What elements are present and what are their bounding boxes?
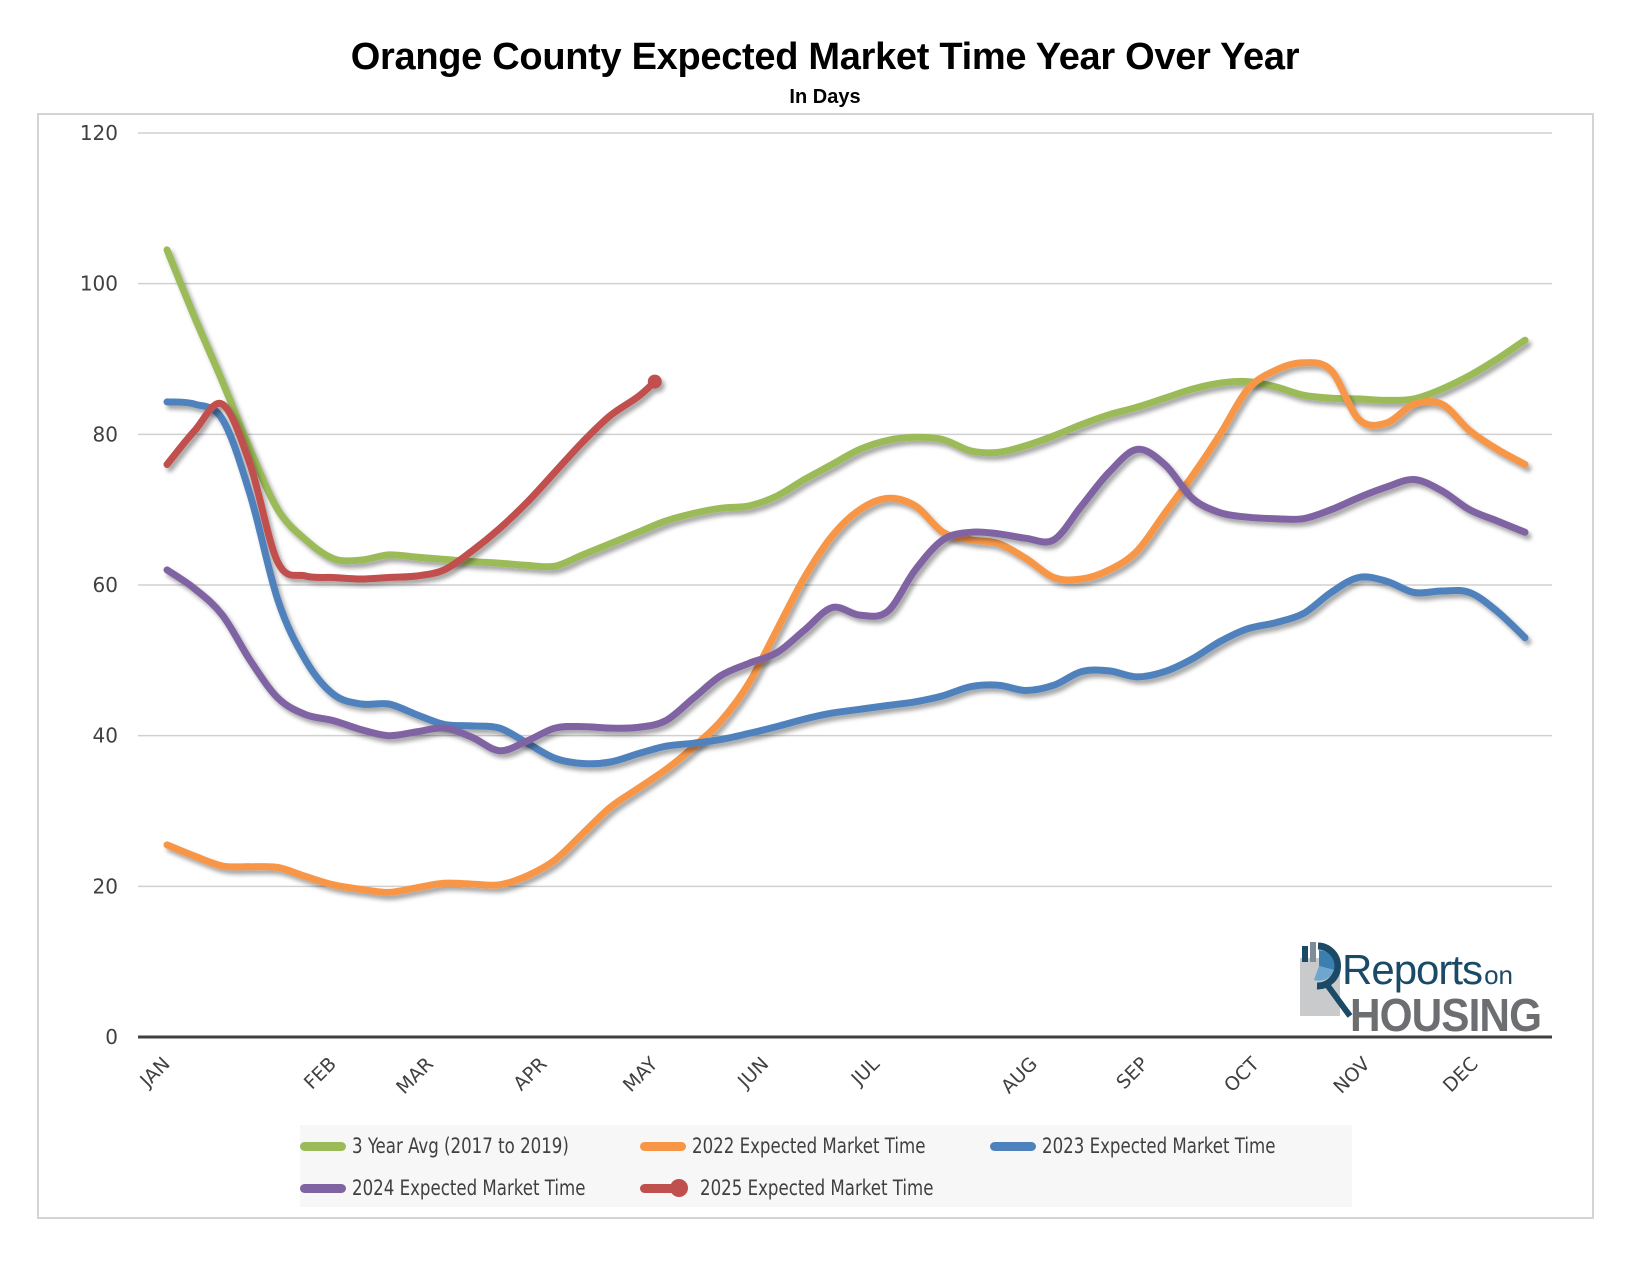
chart-title: Orange County Expected Market Time Year … <box>350 36 1300 78</box>
legend-swatch-icon <box>640 1178 688 1197</box>
legend-marker-icon <box>670 1178 688 1197</box>
legend-item[interactable]: 2024 Expected Market Time <box>300 1170 617 1206</box>
logo-text-housing: HOUSING <box>1350 989 1542 1041</box>
series-line <box>163 398 1529 768</box>
reports-on-housing-logo: Reportson HOUSING <box>1300 940 1575 1041</box>
y-tick-label: 60 <box>93 573 118 597</box>
x-tick-label: MAY <box>619 1053 663 1097</box>
series-2025-expected-market-time <box>163 374 662 583</box>
legend-item[interactable]: 3 Year Avg (2017 to 2019) <box>300 1128 598 1164</box>
series-line <box>163 359 1529 896</box>
x-tick-label: SEP <box>1112 1053 1153 1094</box>
logo-text-reports: Reportson <box>1342 946 1513 994</box>
y-tick-label: 0 <box>105 1025 118 1049</box>
series-group <box>163 246 1529 896</box>
chart-subtitle: In Days <box>789 86 861 108</box>
legend-label: 3 Year Avg (2017 to 2019) <box>352 1134 569 1158</box>
x-axis-ticks: JAN FEB MAR APR MAY JUN JUL AUG SEP OCT NOV DEC <box>135 1053 1482 1099</box>
series-2023-expected-market-time <box>163 398 1529 768</box>
x-tick-label: FEB <box>300 1053 341 1094</box>
legend: 3 Year Avg (2017 to 2019) 2022 Expected M… <box>300 1125 1352 1207</box>
legend-label: 2022 Expected Market Time <box>692 1134 926 1158</box>
y-tick-label: 20 <box>93 874 118 898</box>
legend-label: 2025 Expected Market Time <box>700 1176 934 1200</box>
legend-item[interactable]: 2023 Expected Market Time <box>990 1128 1307 1164</box>
y-tick-label: 80 <box>93 422 118 446</box>
legend-swatch-icon <box>300 1141 346 1151</box>
y-axis-ticks: 0 20 40 60 80 100 120 <box>80 121 118 1049</box>
series-line <box>163 378 659 583</box>
logo-on: on <box>1484 960 1513 990</box>
series-2022-expected-market-time <box>163 359 1529 896</box>
x-tick-label: OCT <box>1220 1053 1264 1097</box>
legend-swatch-icon <box>640 1141 686 1151</box>
chart-frame <box>37 113 1594 1219</box>
legend-item[interactable]: 2025 Expected Market Time <box>640 1170 965 1206</box>
y-tick-label: 100 <box>80 272 118 296</box>
legend-swatch-icon <box>990 1141 1036 1151</box>
series-line <box>163 445 1529 755</box>
gridlines <box>138 132 1552 888</box>
y-tick-label: 40 <box>93 724 118 748</box>
x-tick-label: JUN <box>733 1053 773 1093</box>
legend-item[interactable]: 2022 Expected Market Time <box>640 1128 957 1164</box>
x-tick-label: NOV <box>1329 1053 1374 1098</box>
legend-swatch-icon <box>300 1183 346 1193</box>
y-tick-label: 120 <box>80 121 118 145</box>
x-tick-label: DEC <box>1439 1053 1483 1097</box>
legend-label: 2023 Expected Market Time <box>1042 1134 1276 1158</box>
logo-reports: Reports <box>1342 946 1483 993</box>
x-tick-label: APR <box>509 1053 551 1095</box>
series-3-year-avg-2017-to-2019 <box>163 246 1529 571</box>
x-tick-label: JAN <box>135 1053 174 1092</box>
legend-label: 2024 Expected Market Time <box>352 1176 586 1200</box>
series-2024-expected-market-time <box>163 445 1529 755</box>
x-tick-label: JUL <box>846 1053 884 1091</box>
magnifier-chart-icon <box>1302 942 1353 1018</box>
x-tick-label: MAR <box>392 1053 438 1099</box>
last-point-marker <box>647 374 662 389</box>
x-tick-label: AUG <box>997 1053 1042 1098</box>
series-line <box>163 246 1529 571</box>
